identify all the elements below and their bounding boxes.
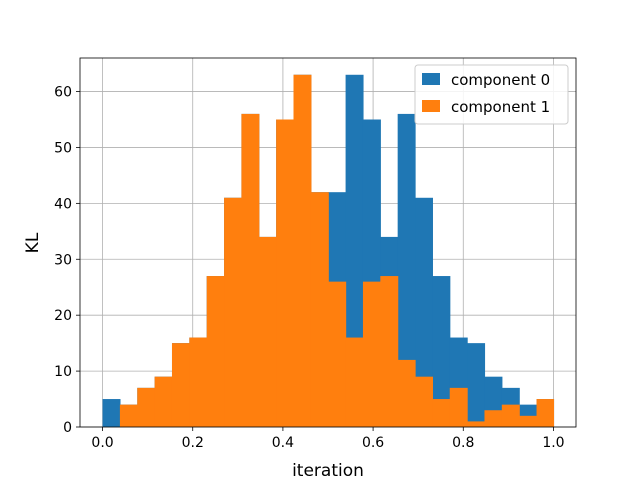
bar-series-1-bin-21 <box>467 421 486 427</box>
bar-series-1-bin-3 <box>154 376 173 427</box>
legend-label-component-0: component 0 <box>451 71 550 89</box>
bar-series-1-bin-24 <box>519 415 538 427</box>
bar-series-0-bin-18 <box>415 197 433 427</box>
legend-swatch-component-1 <box>422 100 440 112</box>
y-tick-label-4: 40 <box>54 196 72 212</box>
y-tick-label-6: 60 <box>54 85 72 101</box>
bar-series-1-bin-1 <box>119 404 138 427</box>
bar-series-1-bin-6 <box>206 276 225 427</box>
bar-series-1-bin-15 <box>362 281 381 427</box>
x-tick-label-5: 1.0 <box>542 435 564 451</box>
legend: component 0 component 1 <box>414 64 569 125</box>
legend-box <box>414 64 569 125</box>
bar-series-1-bin-4 <box>171 343 190 427</box>
y-tick-label-0: 0 <box>63 420 72 436</box>
bar-series-1-bin-17 <box>397 359 416 427</box>
bar-series-1-bin-11 <box>293 74 312 427</box>
legend-label-component-1: component 1 <box>451 98 550 116</box>
plot-frame <box>79 57 577 428</box>
bar-series-1-bin-14 <box>345 337 364 427</box>
y-tick-label-3: 30 <box>54 252 72 268</box>
bar-series-1-bin-2 <box>137 387 156 427</box>
bar-series-0-bin-17 <box>397 113 416 427</box>
bar-series-1-bin-23 <box>501 404 520 427</box>
y-tick-label-2: 20 <box>54 308 72 324</box>
bar-series-1-bin-18 <box>415 376 433 427</box>
bar-series-0-bin-21 <box>467 343 486 427</box>
bar-series-1-bin-9 <box>258 236 277 427</box>
x-tick-label-1: 0.2 <box>182 435 204 451</box>
bar-series-1-bin-22 <box>484 410 503 427</box>
x-axis-title: iteration <box>292 461 364 480</box>
bar-series-1-bin-12 <box>310 192 329 427</box>
x-tick-label-2: 0.4 <box>272 435 294 451</box>
axis-ticks: 0.0 0.2 0.4 0.6 0.8 1.0 0 10 20 30 40 50 60 <box>54 85 564 451</box>
bar-series-1-bin-10 <box>276 119 295 427</box>
bar-series-0-bin-0 <box>102 399 121 427</box>
y-tick-label-5: 50 <box>54 140 72 156</box>
bar-series-1-bin-13 <box>328 281 347 427</box>
bar-series-1-bin-5 <box>189 337 208 427</box>
y-axis-title: KL <box>23 232 43 253</box>
x-tick-label-0: 0.0 <box>91 435 113 451</box>
bar-series-1-bin-16 <box>380 276 399 427</box>
x-tick-label-4: 0.8 <box>452 435 474 451</box>
bar-series-1-bin-25 <box>536 399 555 427</box>
x-tick-label-3: 0.6 <box>362 435 384 451</box>
bar-series-1-bin-7 <box>224 197 243 427</box>
bar-series-0-bin-19 <box>432 276 451 427</box>
bar-series-1-bin-20 <box>449 387 468 427</box>
bar-series-1-bin-19 <box>432 399 451 427</box>
y-tick-label-1: 10 <box>54 364 72 380</box>
bar-series-1-bin-8 <box>241 113 260 427</box>
legend-swatch-component-0 <box>422 73 440 85</box>
bars <box>102 74 555 427</box>
